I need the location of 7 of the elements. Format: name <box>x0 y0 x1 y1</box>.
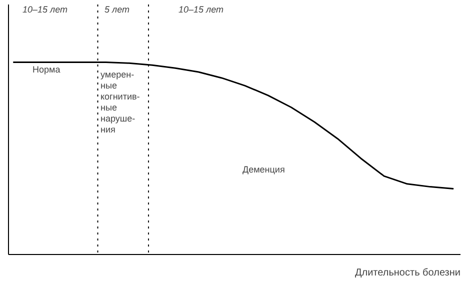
text: 5 лет <box>104 4 130 14</box>
annotation: Деменция <box>242 164 285 174</box>
annotation: умерен- ные когнитив- ные наруше- ния <box>100 70 140 134</box>
x-axis-title: Длительность болезни <box>354 268 461 278</box>
text: 10–15 лет <box>22 4 68 14</box>
annotation: Норма <box>32 64 60 74</box>
text: 10–15 лет <box>178 4 224 14</box>
